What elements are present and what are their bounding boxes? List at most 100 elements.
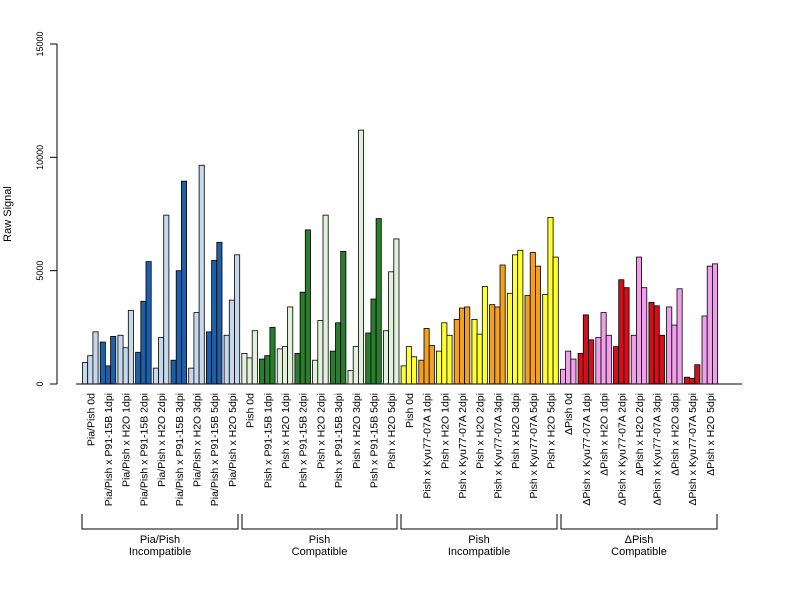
x-tick-label: Pish x H2O 1dpi [280,393,292,469]
x-tick-label: Pish x H2O 5dpi [386,393,398,469]
bar [317,320,324,385]
bar [393,238,400,385]
bar [582,314,589,385]
y-tick-label: 5000 [35,261,45,281]
group-label-line1: Pish [468,534,489,546]
bar [365,332,372,385]
bar [464,306,471,385]
bar [428,345,435,385]
bar [552,256,559,385]
x-tick-label: Pish x Kyu77-07A 3dpi [492,393,504,499]
x-tick-label: ΔPish x H2O 3dpi [669,393,681,476]
x-tick-label: Pia/Pish x H2O 2dpi [156,393,168,487]
bar [671,324,678,385]
y-tick-label: 0 [35,381,45,386]
bar [122,347,129,385]
bar [87,355,94,385]
bar [701,315,708,385]
x-tick-label: Pish x H2O 3dpi [510,393,522,469]
bar [287,306,294,385]
bar [304,229,311,385]
bar [512,254,519,385]
bar [117,334,124,385]
bar [494,306,501,385]
bar [524,295,531,385]
x-tick-label: ΔPish x Kyu77-07A 1dpi [581,393,593,506]
bar [193,312,200,385]
bar [352,346,359,385]
y-axis-label: Raw Signal [2,186,14,242]
bar [476,333,483,385]
bar [105,365,112,385]
bar [99,341,106,385]
bar [205,331,212,385]
bar [322,214,329,385]
y-axis: 0 5000 10000 15000 [35,31,58,387]
bar [340,250,347,385]
bar [517,249,524,385]
bar [630,334,637,385]
bar [618,279,625,385]
x-tick-label: Pish x P91-15B 1dpi [262,393,274,488]
x-tick-label: Pia/Pish x P91-15B 1dpi [103,393,115,506]
bar [712,263,719,385]
x-tick-label: Pia/Pish x H2O 3dpi [192,393,204,487]
bar [152,367,159,385]
bar [658,334,665,385]
x-tick-label: Pish 0d [245,393,257,428]
bar [636,256,643,385]
bar [281,346,288,385]
bar [375,218,382,385]
x-tick-label: Pish 0d [404,393,416,428]
bar [127,309,134,385]
y-tick-label: 15000 [35,31,45,56]
x-tick-label: ΔPish x Kyu77-07A 5dpi [687,393,699,506]
x-tick-label: ΔPish x H2O 5dpi [705,393,717,476]
bar [92,331,99,385]
bars [82,129,719,385]
bar [560,368,567,385]
x-tick-label: Pish x H2O 5dpi [546,393,558,469]
bar [370,298,377,385]
bar [706,265,713,385]
x-tick-label: Pish x H2O 3dpi [351,393,363,469]
x-tick-label: Pish x H2O 1dpi [439,393,451,469]
x-tick-label: Pish x P91-15B 2dpi [298,393,310,488]
bar [458,307,465,385]
bar [294,352,301,385]
bar [570,358,577,385]
bar [163,214,170,385]
bar [234,254,241,385]
bar [577,352,584,385]
bar [535,265,542,385]
x-tick-label: Pish x H2O 2dpi [475,393,487,469]
x-tick-label: Pish x Kyu77-07A 5dpi [528,393,540,499]
group-label-line1: Pish [309,534,330,546]
bar [588,339,595,385]
bar [241,352,248,385]
bar [481,286,488,385]
x-tick-label: Pia/Pish 0d [85,393,97,446]
bar [648,301,655,385]
group-label-line1: Pia/Pish [140,534,180,546]
bar [388,271,395,385]
bar [623,287,630,385]
x-tick-label: Pish x Kyu77-07A 2dpi [457,393,469,499]
bar [198,164,205,385]
x-tick-labels: Pia/Pish 0d Pia/Pish x P91-15B 1dpi Pia/Pi… [85,393,717,506]
bar [676,288,683,385]
bar [441,322,448,385]
bar [335,322,342,385]
group-bracket [560,514,718,530]
group-label-line2: Incompatible [448,546,510,558]
bar [158,337,165,385]
x-tick-label: Pia/Pish x P91-15B 2dpi [138,393,150,506]
bar [547,216,554,385]
group-label-line1: ΔPish [625,534,654,546]
bar [276,348,283,385]
bar [595,337,602,385]
bar [382,330,389,385]
x-tick-label: Pish x P91-15B 5dpi [369,393,381,488]
x-tick-label: Pish x Kyu77-07A 1dpi [422,393,434,499]
